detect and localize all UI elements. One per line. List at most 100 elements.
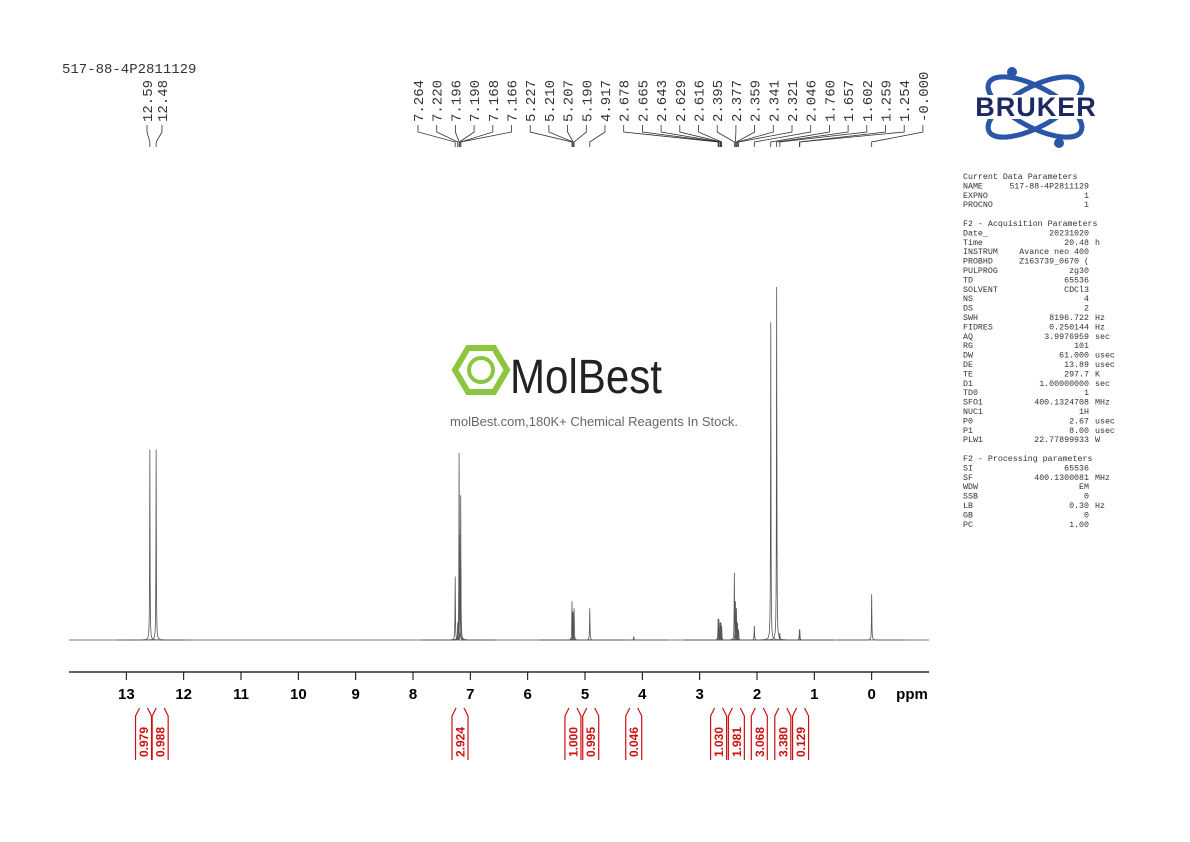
peak-leader: [589, 125, 606, 147]
peak-leader: [736, 125, 755, 147]
peak-label: 2.395: [711, 80, 727, 122]
param-unit: h: [1095, 238, 1100, 248]
param-unit: sec: [1095, 380, 1110, 389]
integral-bracket: [750, 707, 756, 760]
peak-leader: [716, 125, 735, 147]
param-value: 400.1300081: [1034, 474, 1089, 483]
peak-leader: [660, 125, 721, 147]
param-unit: W: [1095, 436, 1100, 445]
peak-label: 1.254: [898, 80, 914, 122]
integral-bracket: [582, 707, 588, 760]
param-value: 0.250144: [1049, 323, 1089, 332]
integral-bracket: [791, 707, 798, 760]
sample-title: 517-88-4P2811129: [62, 62, 196, 78]
peak-leader: [776, 125, 849, 147]
param-name: PULPROG: [963, 267, 998, 276]
param-name: SWH: [963, 314, 978, 323]
param-name: P1: [963, 427, 973, 436]
peak-leader: [779, 125, 868, 147]
param-name: PC: [963, 521, 973, 530]
param-unit: sec: [1095, 333, 1110, 342]
param-unit: Hz: [1095, 502, 1105, 511]
param-value: 8196.722: [1049, 314, 1089, 323]
param-value: 1: [1084, 192, 1089, 201]
param-name: PLW1: [963, 436, 983, 445]
peak-label: 2.377: [730, 80, 746, 122]
peak-leader: [799, 125, 905, 147]
x-tick-label: 3: [695, 686, 703, 703]
watermark-ring: [467, 356, 495, 384]
integral-bracket: [463, 707, 469, 760]
integral-bracket: [722, 707, 728, 760]
peak-label: 2.359: [749, 80, 765, 122]
peak-label: 5.190: [580, 80, 596, 122]
peak-label: 7.168: [487, 80, 503, 122]
integral-bracket: [564, 707, 570, 760]
param-name: NAME: [963, 182, 983, 191]
peak-label: 1.657: [842, 80, 858, 122]
param-unit: Hz: [1095, 323, 1105, 332]
param-value: 3.9976959: [1044, 333, 1089, 342]
peak-label: 5.210: [543, 80, 559, 122]
integral-label: 1.030: [712, 727, 726, 757]
integral-label: 0.979: [137, 727, 151, 757]
integral-bracket: [709, 707, 716, 760]
param-name: TE: [963, 370, 973, 379]
watermark-tagline: molBest.com,180K+ Chemical Reagents In S…: [450, 414, 738, 429]
param-value: 0.30: [1069, 502, 1089, 511]
param-name: DS: [963, 305, 973, 314]
logo-dot: [1054, 138, 1064, 148]
peak-label: 2.643: [655, 80, 671, 122]
param-unit: Hz: [1095, 314, 1105, 323]
peak-label: -0.000: [917, 72, 933, 122]
param-name: DW: [963, 352, 973, 361]
x-tick-label: 6: [523, 686, 531, 703]
param-value: zg30: [1069, 267, 1089, 276]
peak-label: 5.227: [524, 80, 540, 122]
param-value: 1.00000000: [1039, 380, 1089, 389]
param-value: CDCl3: [1064, 285, 1089, 295]
x-tick-label: 11: [233, 686, 249, 703]
param-value: 20.48: [1064, 239, 1089, 248]
peak-label: 12.59: [141, 80, 157, 122]
param-unit: usec: [1095, 427, 1115, 436]
integral-label: 3.380: [776, 727, 790, 757]
peak-leader: [155, 125, 163, 147]
param-heading: F2 - Acquisition Parameters: [963, 219, 1097, 229]
param-name: Date_: [963, 229, 988, 238]
param-value: 1H: [1079, 408, 1089, 417]
integral-label: 1.981: [730, 727, 744, 757]
param-name: SOLVENT: [963, 286, 998, 295]
peak-label: 7.190: [468, 80, 484, 122]
watermark-brand: MolBest: [510, 351, 662, 404]
peak-label: 2.046: [805, 80, 821, 122]
integral-bracket: [625, 707, 631, 760]
param-unit: K: [1095, 370, 1100, 379]
integral-bracket: [576, 707, 582, 760]
peak-leader: [871, 125, 924, 147]
peak: [599, 636, 669, 641]
peak-leader: [436, 125, 459, 147]
peak-leader: [642, 125, 720, 147]
param-value: 297.7: [1064, 370, 1089, 379]
param-name: SI: [963, 464, 973, 473]
param-value: Avance neo 400: [1019, 248, 1089, 257]
x-axis-label: ppm: [896, 686, 928, 703]
param-heading: Current Data Parameters: [963, 173, 1078, 182]
peak-label: 7.264: [412, 80, 428, 122]
param-value: 4: [1084, 295, 1089, 304]
integral-bracket: [804, 707, 810, 760]
param-value: 1: [1084, 389, 1089, 398]
param-name: TD: [963, 276, 973, 285]
x-tick-label: 9: [351, 686, 359, 703]
param-unit: usec: [1095, 361, 1115, 370]
param-value: 2.67: [1069, 417, 1089, 426]
integral-bracket: [163, 707, 169, 760]
peak-label: 1.259: [880, 80, 896, 122]
param-name: D1: [963, 380, 973, 389]
param-name: SF: [963, 474, 973, 483]
watermark-hexagon: [451, 345, 511, 395]
peak-label: 2.341: [767, 80, 783, 122]
